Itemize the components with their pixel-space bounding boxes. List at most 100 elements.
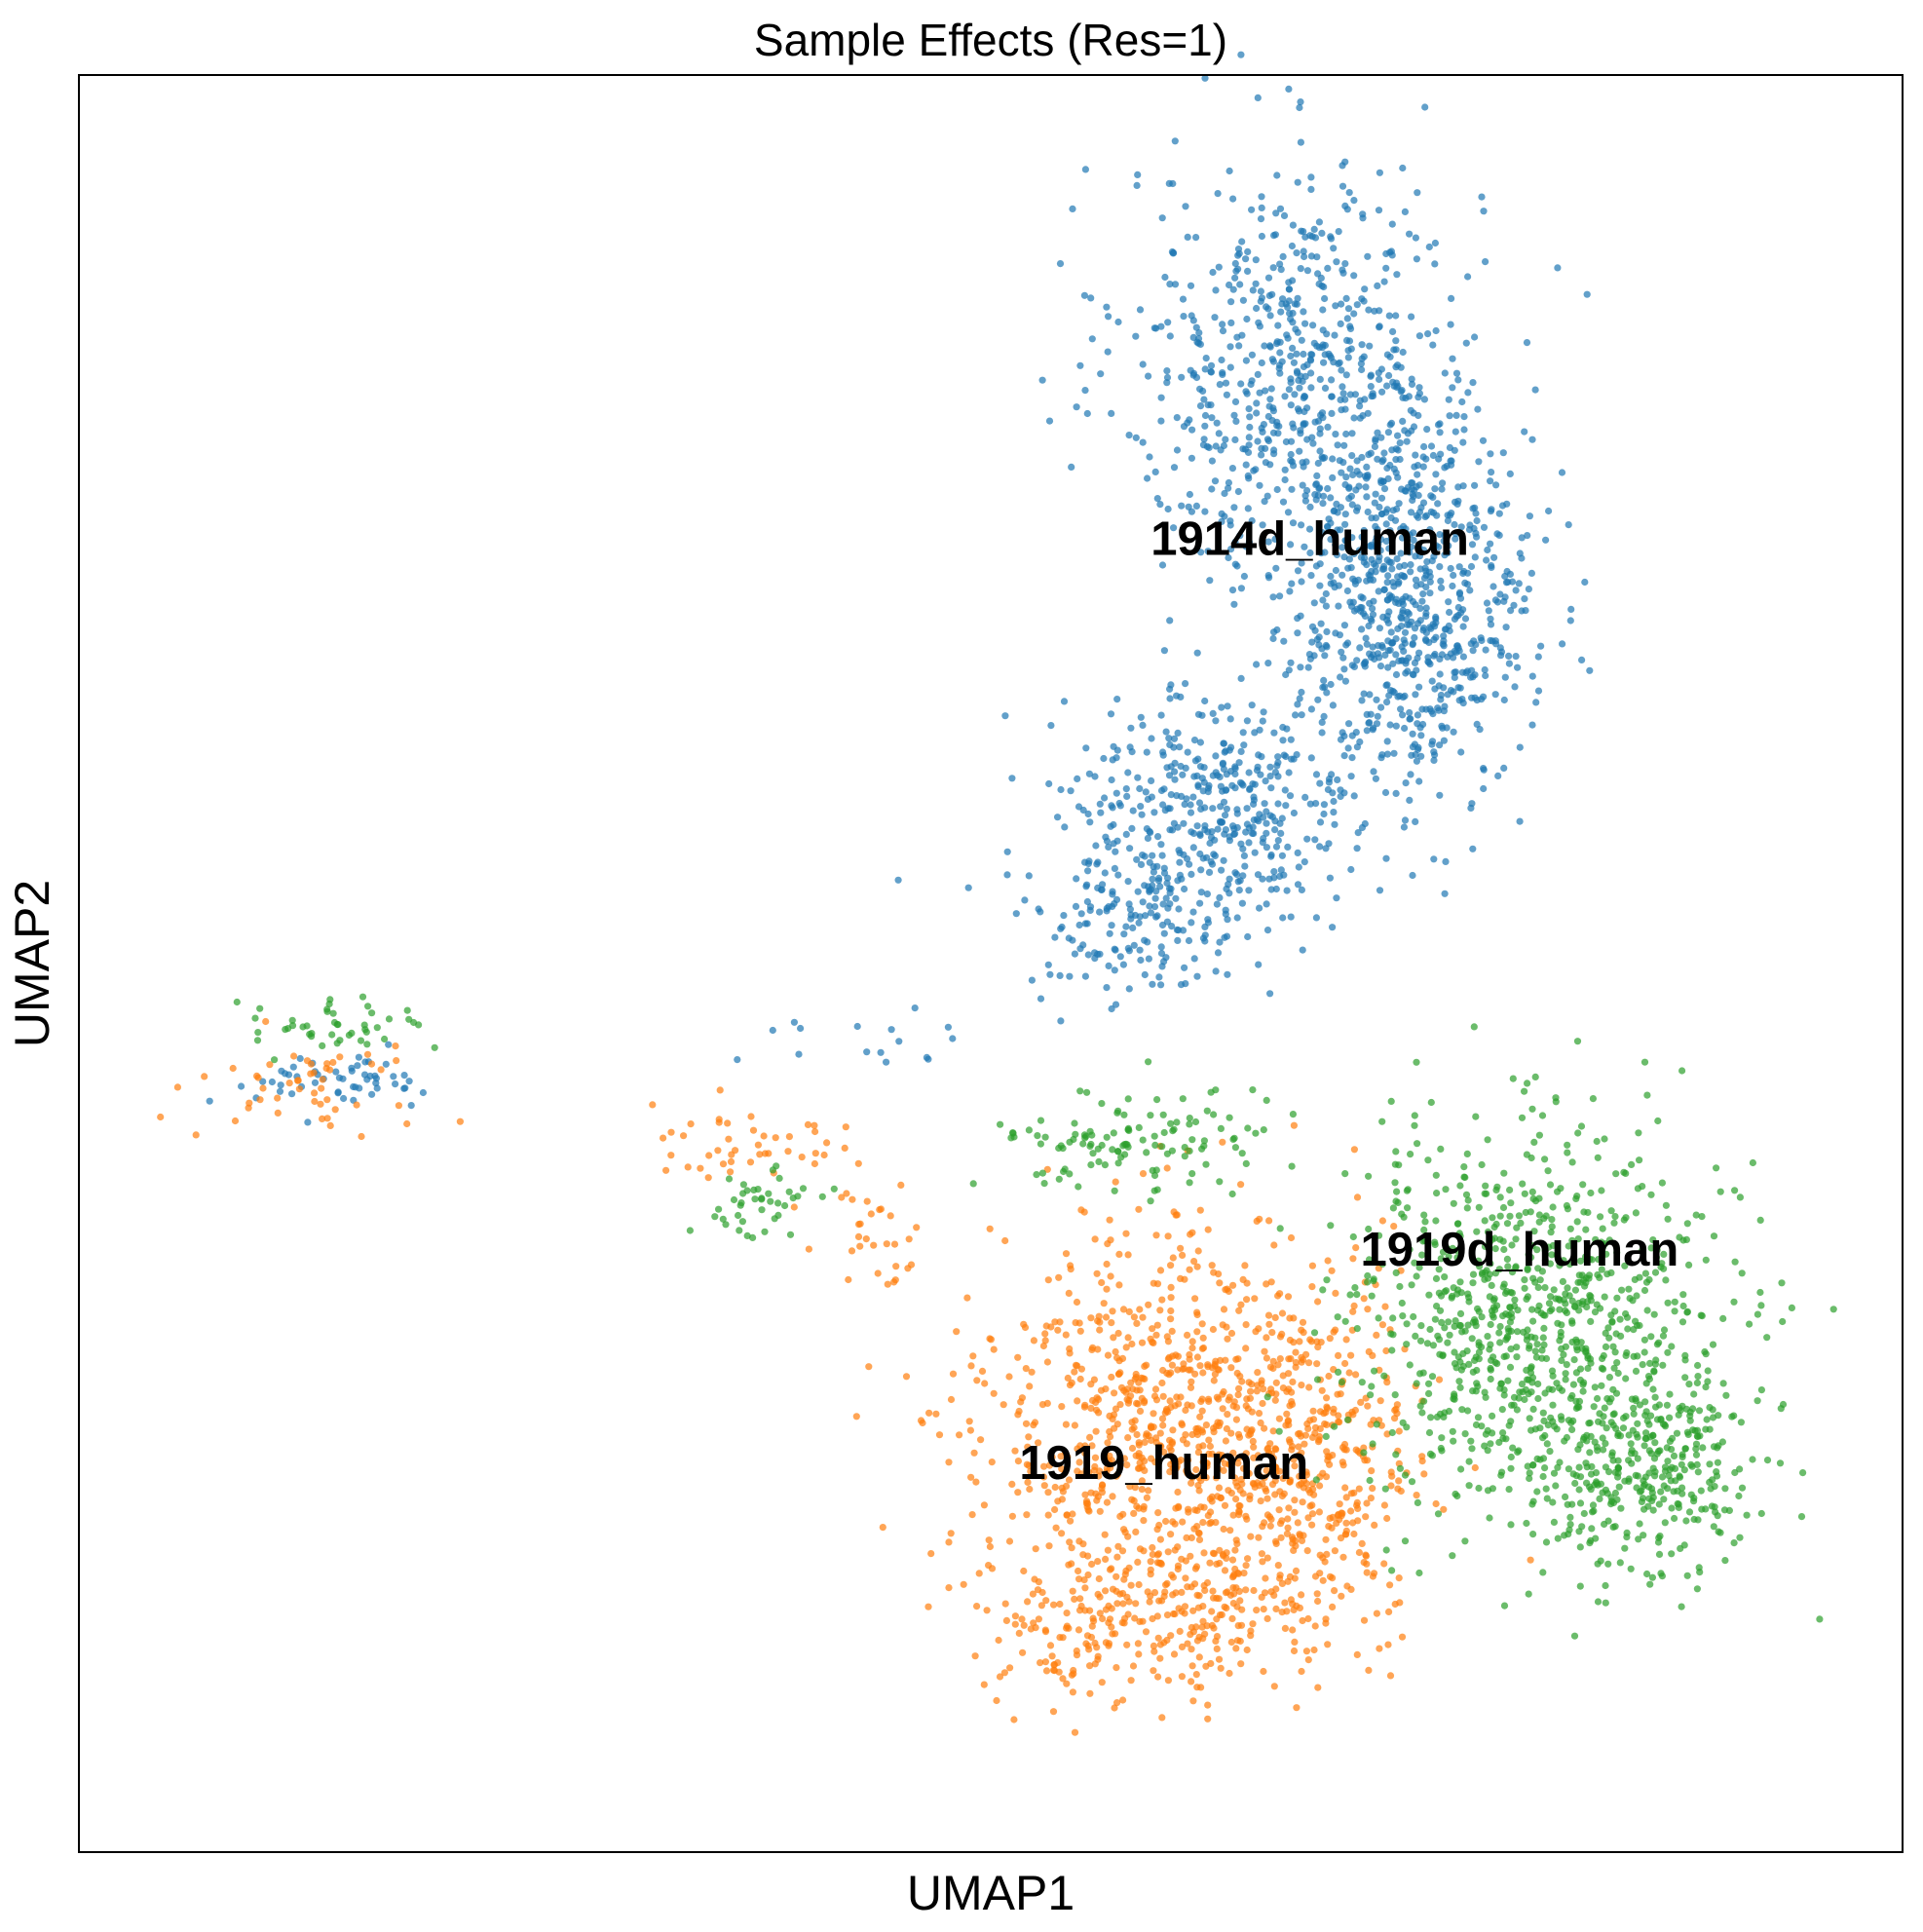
point (1231, 398, 1240, 405)
point (1348, 501, 1356, 509)
point (1178, 373, 1186, 381)
point (1345, 189, 1353, 197)
point (1049, 1708, 1058, 1716)
point (953, 1328, 961, 1336)
point (1034, 1132, 1041, 1140)
point (1386, 721, 1394, 729)
point (1274, 800, 1282, 808)
point (1449, 1244, 1456, 1252)
point (1469, 505, 1477, 512)
point (1475, 1203, 1483, 1211)
point (1369, 1572, 1376, 1580)
point (1193, 649, 1201, 657)
point (1288, 1446, 1296, 1454)
point (1229, 822, 1237, 830)
point (1690, 1515, 1698, 1524)
point (1362, 1552, 1370, 1560)
point (1201, 697, 1209, 705)
point (1141, 936, 1149, 944)
point (1300, 308, 1307, 316)
point (1324, 785, 1332, 794)
point (1271, 231, 1279, 239)
point (1227, 1638, 1235, 1647)
point (1342, 1494, 1350, 1501)
point (1164, 319, 1172, 326)
point (1263, 1466, 1270, 1474)
point (1298, 711, 1305, 719)
point (1527, 1556, 1534, 1564)
point (1360, 1449, 1368, 1457)
point (1188, 1623, 1195, 1632)
point (1576, 1441, 1584, 1449)
point (1225, 167, 1233, 175)
point (1385, 692, 1393, 700)
point (1206, 1520, 1214, 1528)
point (1389, 1204, 1397, 1212)
point (1381, 651, 1389, 660)
point (1658, 1179, 1666, 1187)
point (1756, 1288, 1764, 1297)
point (1142, 912, 1150, 920)
point (1267, 385, 1275, 393)
point (1632, 1397, 1640, 1405)
point (1301, 372, 1309, 380)
point (1337, 786, 1344, 794)
point (1254, 1369, 1262, 1377)
point (1467, 1437, 1475, 1445)
point (1308, 1521, 1316, 1529)
point (1163, 1579, 1171, 1587)
point (1058, 1465, 1066, 1473)
point (1185, 1457, 1192, 1464)
point (1501, 673, 1509, 681)
point (1309, 1416, 1318, 1423)
point (1351, 391, 1359, 398)
point (1588, 1525, 1596, 1533)
point (1260, 1606, 1267, 1613)
point (1459, 438, 1467, 446)
point (1702, 1383, 1710, 1391)
point (988, 1458, 996, 1466)
point (1232, 1584, 1240, 1592)
point (1214, 190, 1222, 198)
point (1303, 360, 1311, 368)
point (1640, 1058, 1649, 1066)
point (1205, 868, 1214, 877)
point (1450, 1199, 1457, 1207)
point (1081, 1134, 1089, 1142)
point (1480, 765, 1488, 773)
point (1222, 379, 1230, 387)
point (687, 1120, 695, 1128)
point (1365, 306, 1373, 314)
point (1507, 1453, 1515, 1461)
point (1086, 1689, 1094, 1697)
point (1158, 1415, 1167, 1422)
point (1138, 1394, 1146, 1402)
point (1277, 1534, 1285, 1541)
point (1091, 1235, 1099, 1243)
point (1061, 823, 1069, 831)
point (1312, 1476, 1320, 1484)
point (1097, 370, 1105, 378)
point (1406, 549, 1414, 556)
point (1120, 1526, 1128, 1534)
point (1429, 341, 1437, 349)
point (1358, 1379, 1366, 1386)
point (1108, 1319, 1115, 1327)
point (1400, 1213, 1408, 1221)
point (1558, 469, 1566, 476)
point (1289, 519, 1298, 527)
point (1341, 1359, 1349, 1368)
point (1126, 743, 1134, 751)
point (1376, 503, 1383, 511)
point (1287, 457, 1295, 465)
point (1311, 1622, 1319, 1630)
point (1267, 1588, 1275, 1596)
point (1069, 205, 1076, 212)
point (1258, 232, 1265, 241)
point (1663, 1401, 1671, 1409)
point (1112, 1405, 1120, 1413)
point (1445, 396, 1452, 403)
point (1611, 1348, 1619, 1356)
point (1178, 1420, 1186, 1427)
point (1422, 511, 1430, 519)
